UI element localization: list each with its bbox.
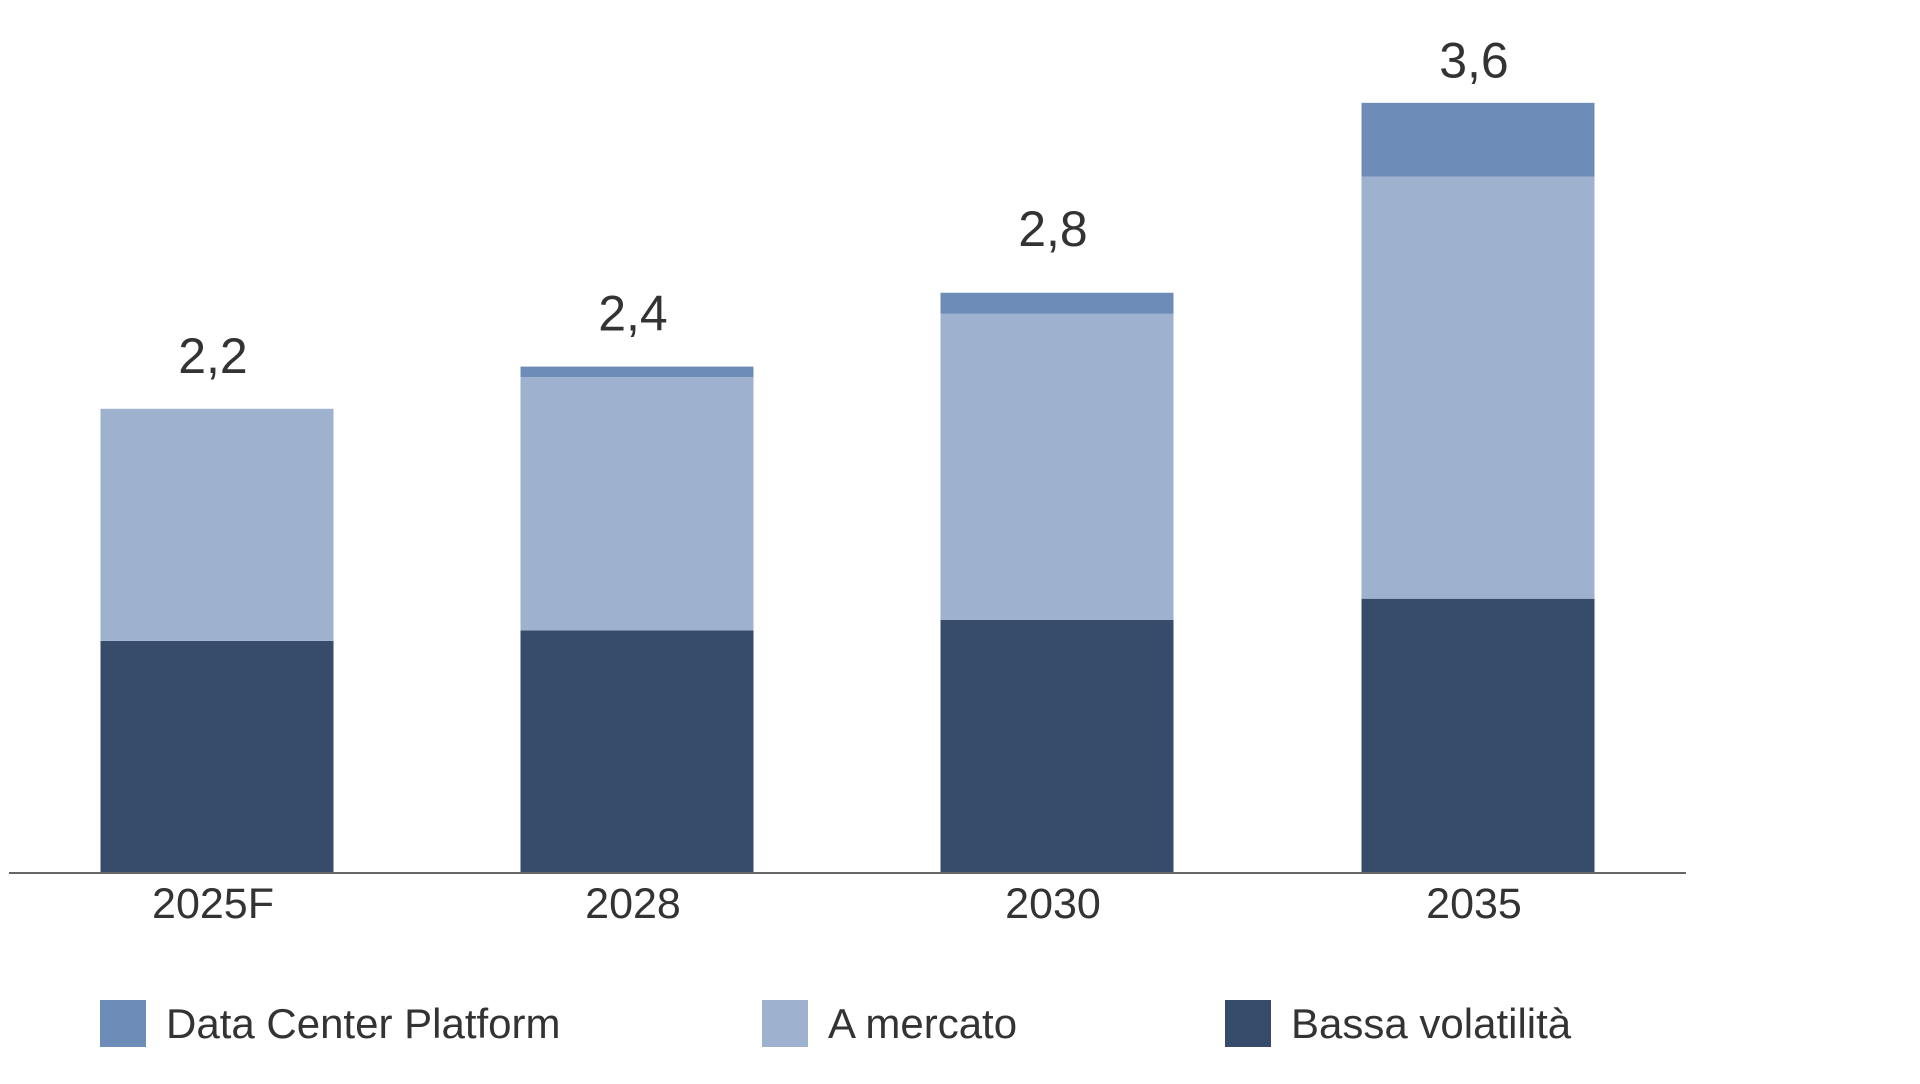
bar-segment xyxy=(1361,102,1595,177)
bar-segment xyxy=(940,313,1174,620)
bar-segment xyxy=(1361,176,1595,599)
bar-segment xyxy=(940,619,1174,873)
legend-label: Bassa volatilità xyxy=(1291,1000,1572,1047)
legend-swatch xyxy=(762,1000,808,1047)
bar-segment xyxy=(940,292,1174,314)
total-label: 2,8 xyxy=(1018,201,1088,257)
legend-swatch xyxy=(1225,1000,1271,1047)
legend-label: A mercato xyxy=(828,1000,1017,1047)
total-label: 3,6 xyxy=(1439,32,1509,88)
bar-segment xyxy=(1361,598,1595,873)
bar-segment xyxy=(520,630,754,873)
bar-segment xyxy=(100,408,334,641)
bar-segment xyxy=(520,366,754,378)
x-tick-label: 2028 xyxy=(585,880,681,928)
x-tick-label: 2025F xyxy=(152,880,274,928)
bar-segment xyxy=(100,640,334,873)
x-tick-label: 2035 xyxy=(1426,880,1522,928)
legend-label: Data Center Platform xyxy=(166,1000,561,1047)
x-tick-label: 2030 xyxy=(1005,880,1101,928)
legend-swatch xyxy=(100,1000,146,1047)
total-label: 2,2 xyxy=(178,328,248,384)
total-label: 2,4 xyxy=(598,286,668,342)
bar-segment xyxy=(520,377,754,631)
